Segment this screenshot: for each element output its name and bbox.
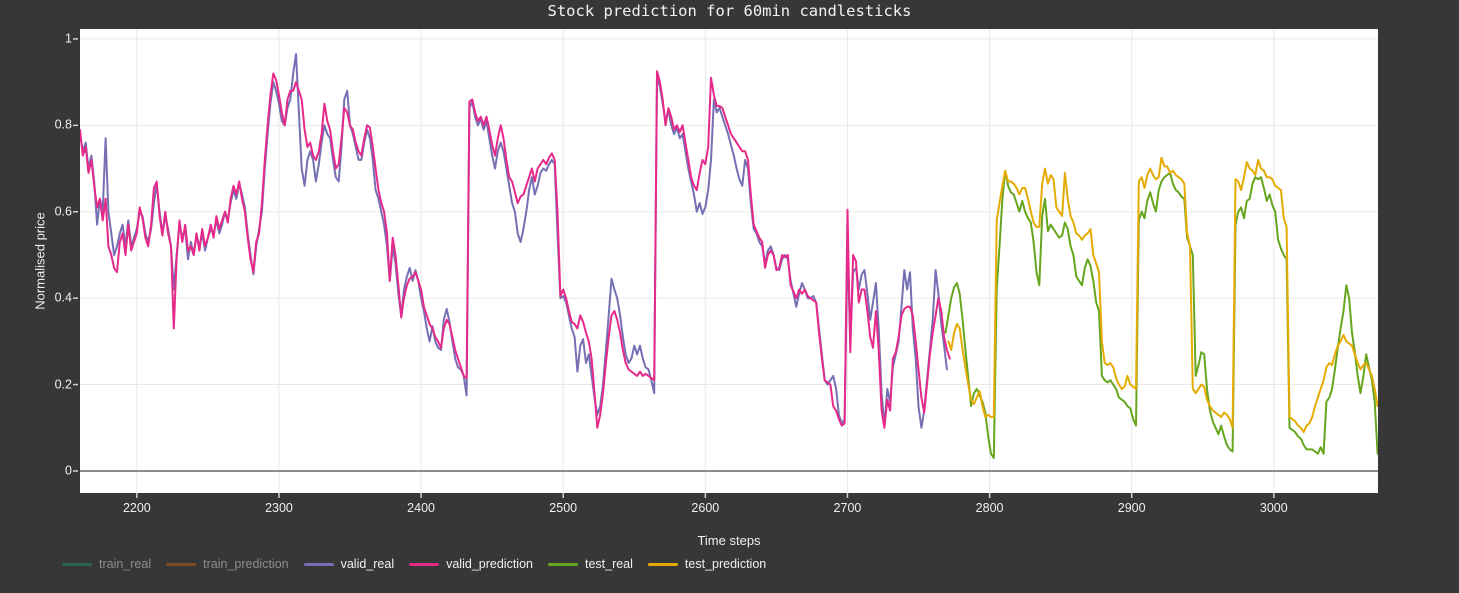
series-valid_prediction-line	[80, 70, 951, 429]
legend-swatch-train_prediction	[166, 562, 197, 566]
x-tick-label: 2300	[265, 501, 293, 515]
x-axis-title: Time steps	[697, 533, 761, 548]
x-tick-label: 2900	[1117, 501, 1146, 515]
legend-label-train_prediction: train_prediction	[203, 557, 289, 571]
legend: train_real train_prediction valid_real vali…	[62, 556, 766, 572]
y-tick-label: 0.6	[54, 204, 72, 219]
legend-label-test_prediction: test_prediction	[684, 557, 767, 571]
y-tick-label: 0	[65, 463, 72, 478]
legend-item-valid_prediction[interactable]: valid_prediction	[409, 556, 533, 572]
y-tick-label: 0.8	[54, 117, 72, 132]
x-tick-label: 2200	[122, 501, 151, 515]
plot-area[interactable]	[80, 29, 1378, 493]
legend-label-train_real: train_real	[99, 557, 152, 571]
legend-item-train_prediction[interactable]: train_prediction	[166, 556, 289, 572]
legend-swatch-train_real	[62, 562, 92, 566]
legend-swatch-valid_real	[303, 562, 334, 566]
series-test_prediction-line	[947, 156, 1378, 434]
legend-swatch-valid_prediction	[409, 562, 440, 566]
chart-title: Stock prediction for 60min candlesticks	[547, 2, 912, 20]
legend-label-test_real: test_real	[584, 557, 633, 571]
legend-item-train_real[interactable]: train_real	[62, 556, 151, 572]
series-layer	[80, 53, 1378, 459]
legend-label-valid_prediction: valid_prediction	[446, 557, 533, 571]
y-tick-label: 0.2	[54, 377, 72, 392]
x-tick-label: 2600	[691, 501, 720, 515]
x-tick-label: 2500	[549, 501, 578, 515]
x-tick-label: 3000	[1259, 501, 1288, 515]
x-tick-label: 2400	[407, 501, 435, 515]
legend-item-test_prediction[interactable]: test_prediction	[647, 556, 767, 572]
series-test_real-line	[944, 169, 1378, 459]
legend-swatch-test_real	[547, 562, 578, 566]
legend-item-valid_real[interactable]: valid_real	[303, 556, 395, 572]
x-tick-label: 2700	[833, 501, 862, 515]
y-axis-title: Normalised price	[32, 212, 48, 310]
legend-item-test_real[interactable]: test_real	[547, 556, 633, 572]
legend-swatch-test_prediction	[647, 562, 678, 566]
legend-label-valid_real: valid_real	[340, 557, 395, 571]
x-tick-label: 2800	[975, 501, 1004, 515]
y-tick-label: 1	[65, 31, 72, 46]
y-tick-label: 0.4	[54, 290, 72, 305]
